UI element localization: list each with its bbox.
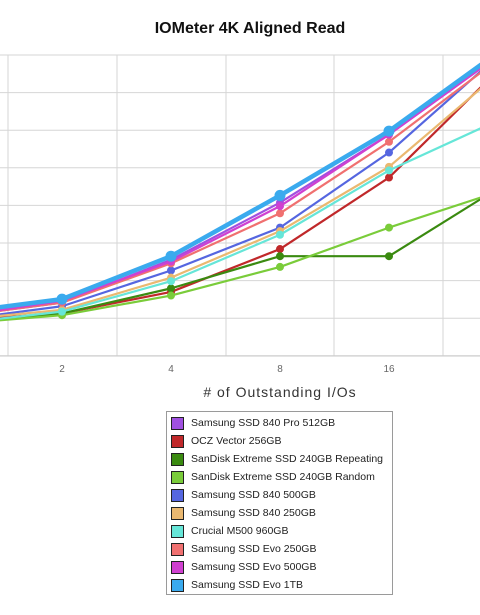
- legend-item: Samsung SSD Evo 1TB: [171, 576, 392, 594]
- data-point-series-10: [274, 189, 286, 201]
- x-tick-label: 4: [168, 364, 174, 375]
- data-point-series-10: [383, 125, 395, 137]
- data-point-series-5: [167, 266, 175, 275]
- legend-label: SanDisk Extreme SSD 240GB Random: [191, 471, 375, 483]
- data-point-series-8: [385, 137, 393, 146]
- series-line-8: [0, 71, 480, 312]
- legend-label: Samsung SSD 840 Pro 512GB: [191, 417, 336, 429]
- legend-swatch: [171, 416, 184, 430]
- legend-label: Samsung SSD Evo 1TB: [191, 579, 304, 591]
- x-tick-label: 8: [277, 364, 283, 375]
- series-line-6: [0, 87, 480, 317]
- data-point-series-3: [167, 284, 175, 293]
- data-point-series-7: [276, 230, 284, 239]
- line-chart: 2 4 8 16: [0, 54, 480, 375]
- legend-item: SanDisk Extreme SSD 240GB Repeating: [171, 450, 392, 468]
- legend-item: Samsung SSD Evo 500GB: [171, 558, 392, 576]
- data-point-series-7: [167, 277, 175, 286]
- legend-swatch: [171, 506, 184, 520]
- data-point-series-4: [276, 262, 284, 271]
- series-line-10: [0, 62, 480, 310]
- legend-swatch: [171, 578, 184, 592]
- data-point-series-3: [276, 252, 284, 261]
- series-line-5: [0, 70, 480, 316]
- data-point-series-7: [385, 166, 393, 175]
- data-point-series-2: [276, 245, 284, 254]
- series-line-3: [0, 198, 480, 321]
- data-point-series-8: [276, 209, 284, 218]
- legend-label: Crucial M500 960GB: [191, 525, 289, 537]
- legend-item: Samsung SSD 840 500GB: [171, 486, 392, 504]
- legend-item: OCZ Vector 256GB: [171, 432, 392, 450]
- legend-item: Samsung SSD Evo 250GB: [171, 540, 392, 558]
- legend-item: Crucial M500 960GB: [171, 522, 392, 540]
- legend-label: SanDisk Extreme SSD 240GB Repeating: [191, 453, 384, 465]
- legend-swatch: [171, 452, 184, 466]
- data-point-series-4: [385, 223, 393, 232]
- legend-label: Samsung SSD 840 500GB: [191, 489, 316, 501]
- legend-swatch: [171, 488, 184, 502]
- legend-label: OCZ Vector 256GB: [191, 435, 282, 447]
- series-line-2: [0, 86, 480, 319]
- series-line-7: [0, 127, 480, 320]
- legend-item: Samsung SSD 840 250GB: [171, 504, 392, 522]
- legend-swatch: [171, 470, 184, 484]
- data-point-series-4: [167, 291, 175, 300]
- x-tick-label: 2: [59, 364, 65, 375]
- legend-swatch: [171, 434, 184, 448]
- legend-swatch: [171, 524, 184, 538]
- legend-label: Samsung SSD Evo 250GB: [191, 543, 317, 555]
- data-point-series-9: [276, 202, 284, 211]
- series-line-4: [0, 196, 480, 322]
- chart-title: IOMeter 4K Aligned Read: [154, 20, 346, 37]
- legend-item: SanDisk Extreme SSD 240GB Random: [171, 468, 392, 486]
- legend-label: Samsung SSD Evo 500GB: [191, 561, 317, 573]
- data-point-series-10: [165, 250, 177, 262]
- data-point-series-7: [58, 307, 66, 316]
- legend-item: Samsung SSD 840 Pro 512GB: [171, 414, 392, 432]
- data-point-series-2: [385, 173, 393, 182]
- legend-swatch: [171, 560, 184, 574]
- data-point-series-10: [56, 293, 68, 305]
- x-axis-label: # of Outstanding I/Os: [203, 384, 357, 400]
- x-tick-label: 16: [383, 364, 395, 375]
- legend-label: Samsung SSD 840 250GB: [191, 507, 316, 519]
- legend-swatch: [171, 542, 184, 556]
- chart-legend: Samsung SSD 840 Pro 512GB OCZ Vector 256G…: [166, 411, 393, 595]
- data-point-series-3: [385, 252, 393, 261]
- data-point-series-5: [385, 148, 393, 157]
